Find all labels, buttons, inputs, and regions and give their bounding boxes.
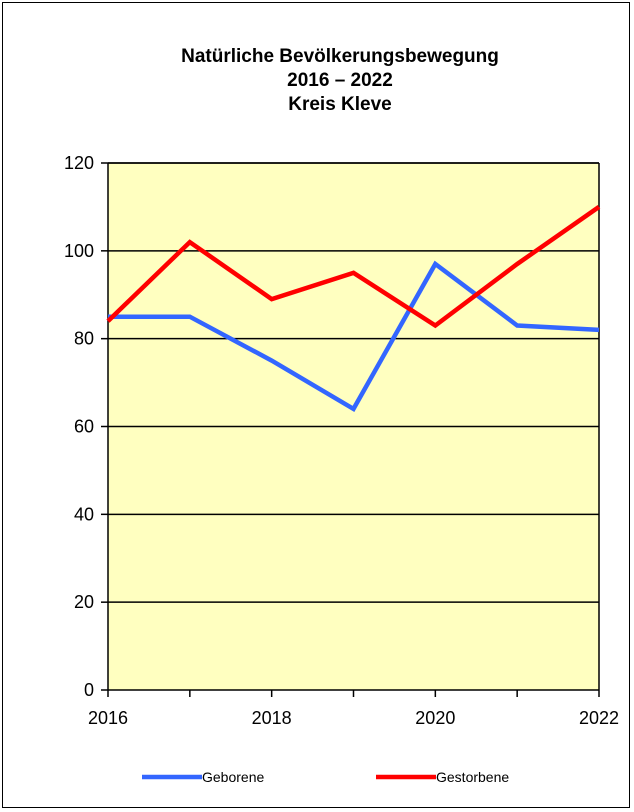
- y-tick-label-80: 80: [74, 329, 94, 349]
- y-tick-label-40: 40: [74, 504, 94, 524]
- title-line-3: Kreis Kleve: [288, 94, 392, 115]
- x-tick-label-2022: 2022: [579, 708, 619, 728]
- series-line-geborene: [108, 260, 600, 413]
- series-lines: [106, 205, 601, 413]
- chart-title: Natürliche Bevölkerungsbewegung 2016 – 2…: [181, 46, 499, 115]
- title-line-2: 2016 – 2022: [287, 70, 393, 91]
- title-line-1: Natürliche Bevölkerungsbewegung: [181, 46, 499, 67]
- legend: Geborene Gestorbene: [142, 769, 509, 785]
- legend-label-gestorbene: Gestorbene: [436, 769, 509, 785]
- y-tick-label-0: 0: [84, 680, 94, 700]
- y-axis-ticks: 0 20 40 60 80 100 120: [64, 153, 108, 700]
- legend-label-geborene: Geborene: [202, 769, 264, 785]
- x-tick-label-2018: 2018: [252, 708, 292, 728]
- y-tick-label-20: 20: [74, 592, 94, 612]
- y-tick-label-60: 60: [74, 417, 94, 437]
- y-tick-label-120: 120: [64, 153, 94, 173]
- y-tick-label-100: 100: [64, 241, 94, 261]
- x-axis-ticks: 2016 2018 2020 2022: [88, 690, 619, 728]
- series-line-gestorbene: [106, 205, 601, 329]
- x-tick-label-2020: 2020: [415, 708, 455, 728]
- x-tick-label-2016: 2016: [88, 708, 128, 728]
